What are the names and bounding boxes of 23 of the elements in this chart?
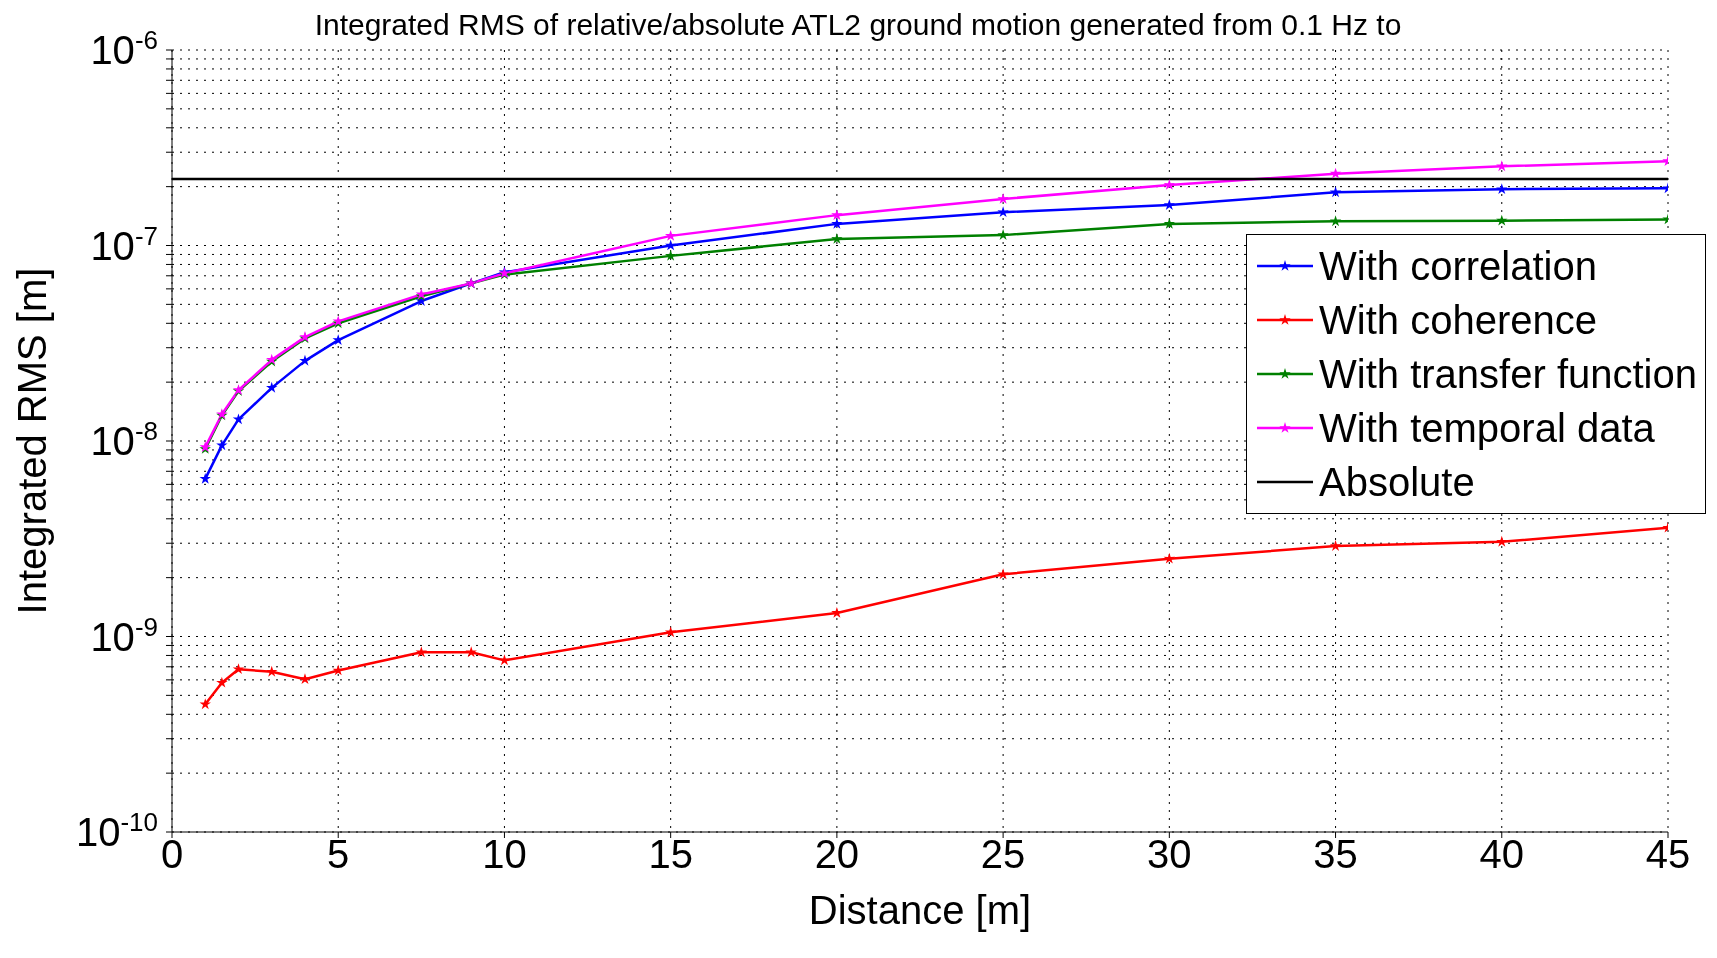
- legend-label: With coherence: [1319, 297, 1597, 344]
- x-tick-label: 0: [160, 832, 184, 877]
- y-tick-label: 10$^{-6}$: [90, 25, 158, 72]
- y-tick-label: 10$^{-7}$: [90, 220, 158, 268]
- chart-title: Integrated RMS of relative/absolute ATL2 ground motion generated from 0.1 Hz to: [314, 8, 1402, 41]
- y-tick-label: 10$^{-8}$: [90, 416, 158, 463]
- x-tick-label: 5: [327, 832, 350, 877]
- legend-label: With temporal data: [1319, 405, 1655, 452]
- legend-label: Absolute: [1319, 459, 1475, 506]
- y-axis-title: Integrated RMS [m]: [10, 267, 55, 615]
- legend-label: With transfer function: [1319, 351, 1697, 398]
- y-tick-label: 10$^{-10}$: [75, 807, 158, 854]
- x-tick-label: 20: [814, 832, 860, 877]
- x-axis-title: Distance [m]: [808, 888, 1032, 932]
- x-tick-label: 35: [1313, 832, 1358, 877]
- x-tick-label: 15: [648, 832, 693, 877]
- x-tick-label: 45: [1645, 832, 1691, 877]
- x-tick-label: 30: [1147, 832, 1192, 877]
- y-tick-label: 10$^{-9}$: [90, 611, 158, 659]
- x-tick-label: 40: [1479, 832, 1525, 877]
- x-tick-label: 25: [980, 832, 1026, 877]
- legend-label: With correlation: [1319, 243, 1597, 290]
- x-tick-label: 10: [482, 832, 527, 877]
